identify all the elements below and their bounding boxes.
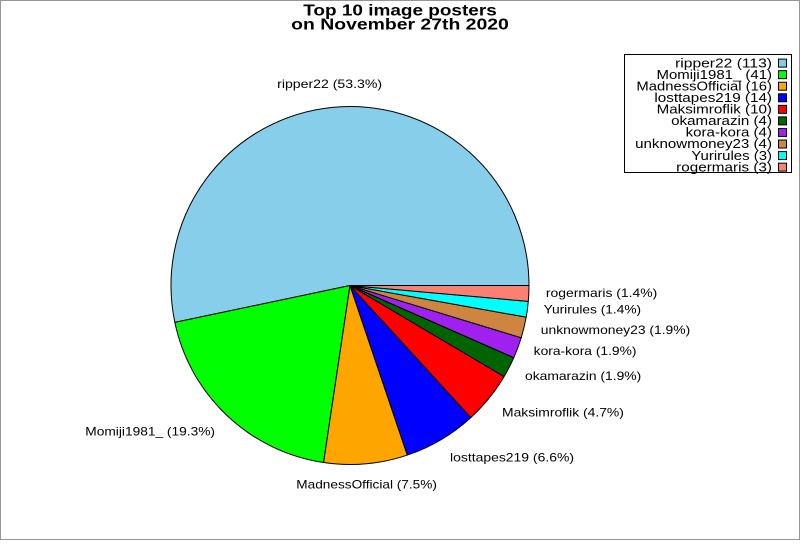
svg-text:losttapes219 (14): losttapes219 (14)	[654, 90, 772, 105]
svg-text:ripper22 (113): ripper22 (113)	[675, 55, 772, 70]
svg-text:okamarazin (1.9%): okamarazin (1.9%)	[525, 369, 641, 383]
svg-text:on November 27th 2020: on November 27th 2020	[291, 17, 509, 34]
svg-text:losttapes219 (6.6%): losttapes219 (6.6%)	[450, 451, 574, 465]
svg-text:unknowmoney23 (4): unknowmoney23 (4)	[635, 136, 772, 151]
svg-text:kora-kora (4): kora-kora (4)	[686, 125, 772, 140]
svg-text:MadnessOfficial (16): MadnessOfficial (16)	[636, 78, 772, 93]
svg-text:Maksimroflik (10): Maksimroflik (10)	[657, 102, 772, 117]
svg-text:Momiji1981_ (19.3%): Momiji1981_ (19.3%)	[85, 424, 215, 438]
svg-text:Momiji1981_ (41): Momiji1981_ (41)	[657, 67, 773, 82]
svg-text:Yurirules (1.4%): Yurirules (1.4%)	[544, 303, 642, 317]
svg-text:okamarazin (4): okamarazin (4)	[671, 113, 772, 128]
svg-text:Top 10 image posters: Top 10 image posters	[303, 3, 497, 20]
svg-text:Maksimroflik (4.7%): Maksimroflik (4.7%)	[502, 406, 624, 420]
svg-text:rogermaris (1.4%): rogermaris (1.4%)	[546, 286, 657, 300]
svg-text:unknowmoney23 (1.9%): unknowmoney23 (1.9%)	[541, 323, 690, 337]
svg-text:Yurirules (3): Yurirules (3)	[691, 148, 772, 163]
svg-text:MadnessOfficial (7.5%): MadnessOfficial (7.5%)	[296, 478, 437, 492]
svg-text:rogermaris (3): rogermaris (3)	[676, 159, 772, 174]
svg-text:kora-kora (1.9%): kora-kora (1.9%)	[534, 344, 637, 358]
svg-text:ripper22 (53.3%): ripper22 (53.3%)	[277, 77, 382, 91]
